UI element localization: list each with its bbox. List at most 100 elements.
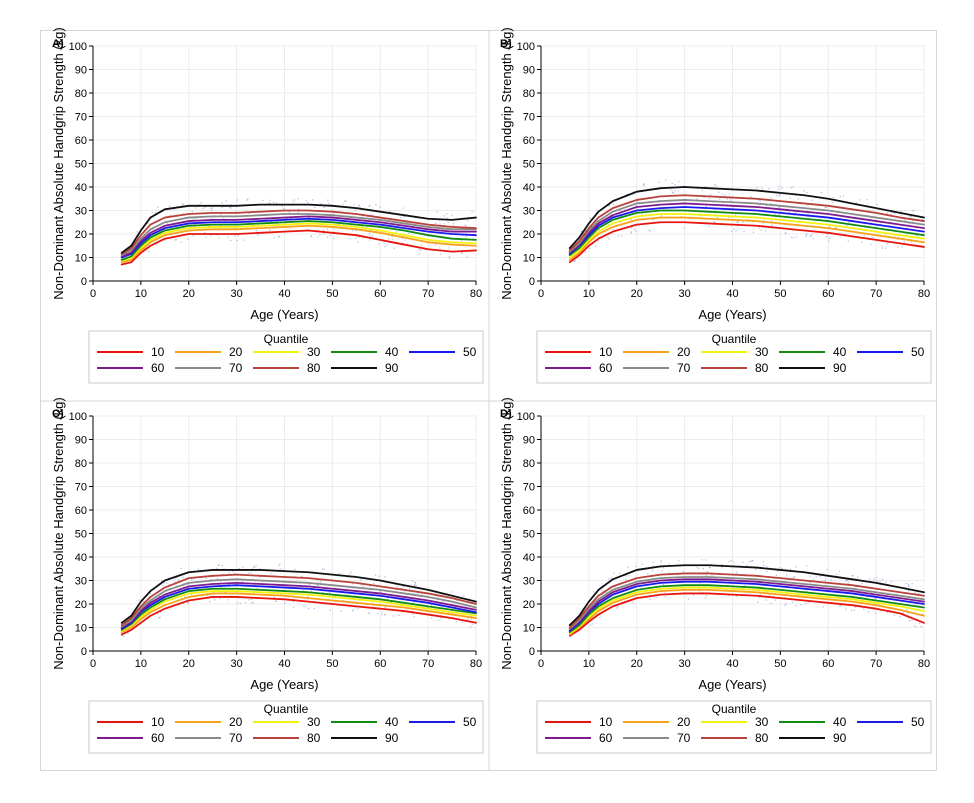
observation-point [384, 606, 386, 608]
observation-point [386, 244, 388, 246]
observation-point [872, 594, 874, 596]
observation-point [361, 225, 363, 227]
observation-point [701, 559, 703, 561]
observation-point [662, 584, 664, 586]
quantile-line-60 [120, 581, 477, 629]
observation-point [594, 245, 597, 247]
observation-point [619, 221, 621, 223]
legend-label-60: 60 [151, 361, 165, 375]
quantile-line-60 [568, 202, 925, 254]
observation-point [270, 220, 273, 223]
observation-point [253, 566, 255, 568]
observation-point [766, 566, 768, 568]
observation-point [867, 611, 870, 613]
observation-point [713, 221, 715, 223]
x-tick-label: 50 [774, 658, 786, 670]
observation-point [718, 191, 720, 193]
observation-point [471, 211, 473, 213]
observation-point [420, 249, 422, 252]
observation-point [326, 236, 329, 238]
observation-point [693, 594, 695, 596]
observation-point [687, 598, 690, 600]
x-tick-label: 80 [470, 288, 482, 300]
observation-point [384, 613, 386, 615]
observation-point [448, 255, 450, 257]
observation-point [630, 232, 632, 234]
observation-point [136, 231, 138, 233]
observation-point [881, 599, 883, 601]
observation-point [288, 211, 291, 213]
observation-point [661, 570, 664, 572]
legend-box [536, 330, 932, 384]
x-axis-title: Age (Years) [250, 307, 318, 322]
legend: Quantile 10 20 30 40 50 60 70 80 90 [536, 700, 932, 754]
legend-box [88, 700, 484, 754]
observation-point [851, 609, 853, 611]
observation-point [826, 233, 828, 235]
quantile-line-90 [568, 564, 925, 627]
observation-point [370, 229, 372, 231]
observation-point [589, 247, 591, 249]
observation-point [792, 237, 794, 239]
quantile-line-30 [568, 586, 925, 635]
observation-point [742, 221, 744, 223]
observation-point [275, 202, 277, 204]
x-tick-label: 70 [422, 288, 434, 300]
observation-point [793, 214, 795, 216]
observation-point [175, 585, 177, 587]
observation-point [305, 200, 308, 202]
x-tick-label: 60 [374, 658, 386, 670]
quantile-line-50 [120, 217, 477, 259]
observation-point [169, 205, 171, 208]
observation-point [636, 208, 638, 210]
observation-point [292, 200, 294, 203]
observation-point [756, 187, 758, 189]
observation-point [721, 567, 723, 569]
observation-point [456, 599, 458, 602]
observation-point [809, 575, 811, 577]
legend-box [88, 330, 484, 384]
observation-point [759, 594, 762, 596]
observation-point [703, 196, 705, 199]
observation-point [228, 571, 230, 574]
observation-point [617, 235, 619, 237]
observation-point [913, 624, 915, 627]
observation-point [790, 186, 792, 189]
observation-point [342, 600, 344, 602]
observation-point [380, 591, 382, 593]
observation-point [881, 245, 883, 247]
observation-point [168, 587, 170, 590]
observation-point [825, 206, 827, 208]
observation-point [806, 590, 809, 592]
observation-point [608, 578, 610, 580]
observation-point [184, 596, 186, 598]
x-tick-label: 70 [870, 288, 882, 300]
observation-point [127, 632, 129, 634]
observation-point [616, 607, 618, 609]
observation-point [784, 604, 786, 606]
observation-point [246, 199, 248, 201]
observation-point [372, 605, 375, 607]
y-axis-title: Non-Dominant Absolute Handgrip Strength … [499, 27, 514, 299]
observation-point [224, 591, 226, 593]
observation-point [834, 227, 837, 229]
observation-point [190, 593, 193, 595]
observation-point [792, 186, 794, 188]
observation-point [262, 199, 264, 202]
observation-point [912, 220, 914, 222]
legend-title: Quantile [264, 332, 309, 346]
observation-point [180, 567, 182, 569]
panel-label: B) [500, 38, 512, 50]
observation-point [402, 207, 404, 209]
observation-point [822, 573, 824, 575]
observation-point [204, 206, 206, 208]
observation-point [177, 579, 180, 581]
observation-point [351, 230, 354, 232]
y-tick-label: 30 [523, 576, 535, 588]
legend-label-20: 20 [677, 345, 691, 359]
observation-point [461, 252, 464, 254]
observation-point [413, 616, 415, 618]
observation-point [387, 235, 390, 237]
observation-point [678, 180, 680, 183]
observation-point [608, 238, 610, 240]
